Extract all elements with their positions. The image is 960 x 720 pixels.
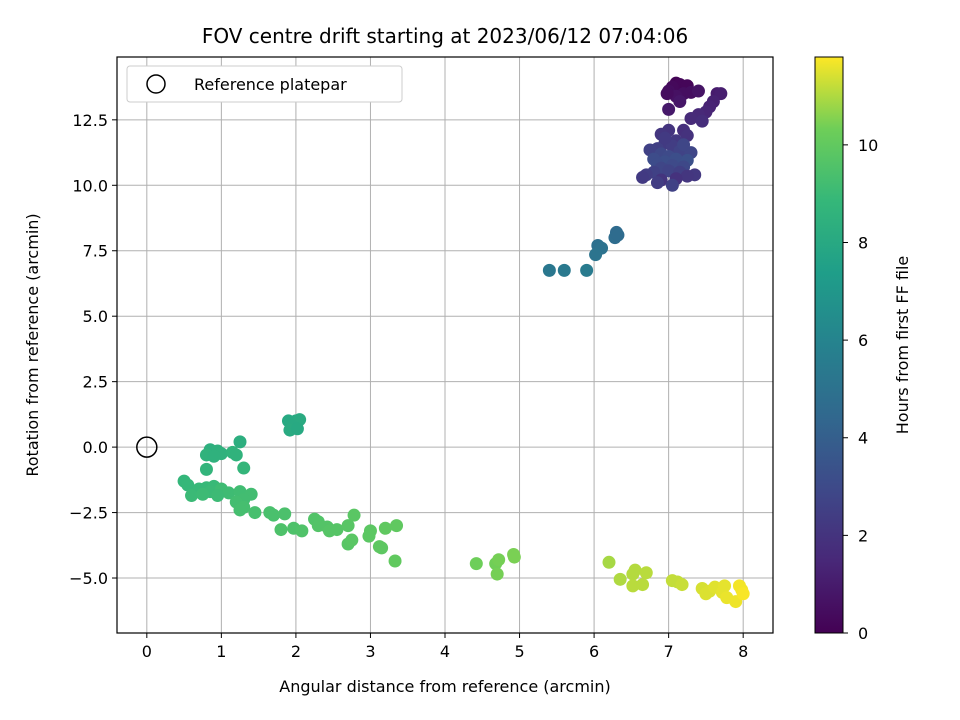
data-point	[650, 176, 664, 190]
chart-title: FOV centre drift starting at 2023/06/12 …	[202, 24, 688, 48]
data-point	[613, 572, 627, 586]
colorbar-tick-label: 6	[858, 331, 868, 350]
data-point	[233, 503, 247, 517]
data-point	[388, 554, 402, 568]
y-tick-label: 2.5	[83, 373, 108, 392]
colorbar-label: Hours from first FF file	[893, 256, 912, 435]
x-tick-label: 2	[291, 642, 301, 661]
data-point	[181, 478, 195, 492]
legend-box	[126, 65, 403, 103]
legend-entry-reference-platepar: Reference platepar	[194, 75, 347, 94]
data-point	[222, 486, 236, 500]
colorbar: 0 2 4 6 8 10 Hours from first FF file	[814, 56, 912, 643]
data-point	[469, 557, 483, 571]
data-point	[248, 506, 262, 520]
data-point	[675, 578, 689, 592]
reference-platepar-marker	[136, 436, 158, 458]
data-point	[611, 228, 625, 242]
y-tick-label: 5.0	[83, 307, 108, 326]
y-tick-label: 10.0	[72, 176, 108, 195]
colorbar-tick-label: 0	[858, 624, 868, 643]
data-point	[229, 448, 243, 462]
colorbar-tick-label: 2	[858, 526, 868, 545]
colorbar-ticks: 0 2 4 6 8 10	[843, 136, 878, 643]
data-point	[680, 169, 694, 183]
data-point	[372, 540, 386, 554]
data-point	[658, 131, 672, 145]
data-point	[274, 523, 288, 537]
data-point	[345, 533, 359, 547]
data-point	[636, 578, 650, 592]
data-point	[673, 95, 687, 109]
data-point	[211, 489, 225, 503]
data-point	[185, 489, 199, 503]
y-tick-label: 0.0	[83, 438, 108, 457]
data-point	[665, 178, 679, 192]
data-point	[390, 519, 404, 533]
data-point	[639, 566, 653, 580]
data-point	[330, 523, 344, 537]
data-point	[542, 263, 556, 277]
y-axis-label: Rotation from reference (arcmin)	[23, 213, 42, 476]
data-point	[233, 435, 247, 449]
y-tick-label: −5.0	[69, 569, 108, 588]
data-point	[199, 462, 213, 476]
data-point	[662, 102, 676, 116]
x-axis-ticks: 0 1 2 3 4 5 6 7 8	[142, 633, 748, 661]
data-point	[341, 519, 355, 533]
data-point	[684, 112, 698, 126]
data-point	[507, 550, 521, 564]
data-point	[557, 263, 571, 277]
data-point	[378, 521, 392, 535]
x-tick-label: 7	[664, 642, 674, 661]
data-point	[677, 138, 691, 152]
data-point	[490, 567, 504, 581]
data-point	[295, 524, 309, 538]
legend: Reference platepar	[126, 65, 403, 103]
data-point	[278, 507, 292, 521]
data-point	[580, 263, 594, 277]
y-tick-label: 12.5	[72, 111, 108, 130]
data-point	[207, 449, 221, 463]
data-point	[196, 487, 210, 501]
grid-lines	[117, 57, 773, 633]
x-tick-label: 5	[514, 642, 524, 661]
data-point	[267, 508, 281, 522]
x-tick-label: 8	[738, 642, 748, 661]
x-tick-label: 1	[216, 642, 226, 661]
data-point	[602, 555, 616, 569]
data-point	[492, 553, 506, 567]
x-tick-label: 3	[365, 642, 375, 661]
data-point	[626, 579, 640, 593]
x-tick-label: 0	[142, 642, 152, 661]
x-tick-label: 6	[589, 642, 599, 661]
x-tick-label: 4	[440, 642, 450, 661]
y-axis-ticks: −5.0 −2.5 0.0 2.5 5.0 7.5 10.0 12.5	[69, 111, 117, 588]
data-point	[589, 248, 603, 262]
data-points	[177, 76, 750, 609]
data-point	[718, 579, 732, 593]
data-point	[691, 84, 705, 98]
data-point	[237, 461, 251, 475]
data-point	[628, 563, 642, 577]
y-tick-label: 7.5	[83, 242, 108, 261]
data-point	[347, 508, 361, 522]
data-point	[660, 87, 674, 101]
colorbar-gradient	[814, 56, 844, 634]
data-point	[636, 170, 650, 184]
colorbar-tick-label: 8	[858, 233, 868, 252]
legend-reference-marker	[146, 74, 166, 94]
colorbar-tick-label: 4	[858, 429, 868, 448]
data-point	[736, 587, 750, 601]
y-tick-label: −2.5	[69, 504, 108, 523]
data-point	[290, 422, 304, 436]
colorbar-tick-label: 10	[858, 136, 878, 155]
data-point	[362, 529, 376, 543]
data-point	[695, 114, 709, 128]
x-axis-label: Angular distance from reference (arcmin)	[279, 677, 610, 696]
